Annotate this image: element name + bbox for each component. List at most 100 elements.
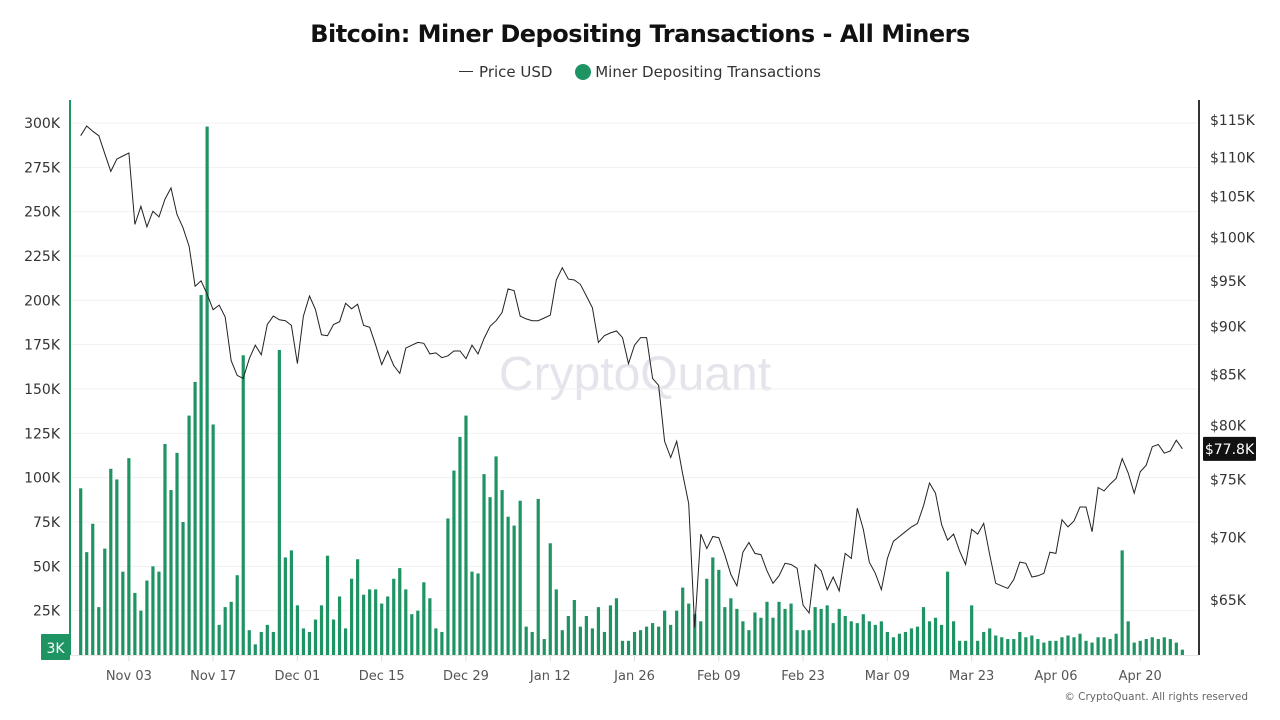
bar-jan-20 xyxy=(596,607,601,655)
bar-dec-20 xyxy=(410,614,414,655)
bar-jan-29 xyxy=(651,623,655,655)
bar-apr-06 xyxy=(1054,640,1058,655)
bar-mar-13 xyxy=(909,628,914,655)
bar-mar-26 xyxy=(988,628,992,655)
bar-jan-15 xyxy=(566,615,570,655)
bar-jan-10 xyxy=(536,498,540,655)
bar-apr-05 xyxy=(1048,640,1052,655)
bar-nov-26 xyxy=(265,624,269,655)
left-axis-tick-label: 200K xyxy=(24,293,61,309)
left-axis-tick-label: 50K xyxy=(33,559,61,575)
bar-mar-16 xyxy=(927,621,932,655)
bar-mar-17 xyxy=(933,617,938,655)
bar-feb-27 xyxy=(825,605,829,655)
bar-apr-16 xyxy=(1114,633,1118,655)
right-axis-tick-label: $90K xyxy=(1210,319,1247,335)
bar-dec-23 xyxy=(428,598,432,655)
bar-nov-17 xyxy=(211,424,215,655)
bar-nov-22 xyxy=(241,355,245,655)
bar-jan-19 xyxy=(590,628,594,655)
bar-dec-13 xyxy=(368,589,372,655)
bar-feb-14 xyxy=(747,630,751,655)
bar-mar-03 xyxy=(849,621,853,655)
bar-mar-29 xyxy=(1006,639,1010,655)
bar-apr-19 xyxy=(1132,642,1136,655)
bar-apr-03 xyxy=(1036,639,1040,655)
left-axis-tick-label: 225K xyxy=(24,249,61,265)
bar-mar-27 xyxy=(994,635,998,655)
current-transactions-label: 3K xyxy=(46,641,65,657)
bar-oct-28 xyxy=(91,523,95,655)
bar-mar-19 xyxy=(945,571,950,655)
bar-dec-08 xyxy=(337,596,342,655)
bar-jan-21 xyxy=(602,631,607,655)
legend-item-price[interactable]: Price USD xyxy=(479,62,553,81)
bar-nov-04 xyxy=(133,592,137,655)
bar-nov-08 xyxy=(157,571,161,655)
watermark: CryptoQuant xyxy=(499,348,771,401)
bar-dec-01 xyxy=(295,605,300,655)
left-axis-tick-label: 275K xyxy=(24,160,61,176)
bar-dec-16 xyxy=(386,596,390,655)
bar-apr-08 xyxy=(1066,635,1070,655)
bar-mar-06 xyxy=(867,621,871,655)
right-axis-tick-label: $65K xyxy=(1210,593,1247,609)
bar-nov-20 xyxy=(229,601,233,655)
copyright-footer: © CryptoQuant. All rights reserved xyxy=(1064,691,1248,703)
bar-nov-05 xyxy=(139,610,143,655)
bar-mar-11 xyxy=(897,633,902,655)
bar-apr-21 xyxy=(1144,639,1148,655)
bar-dec-14 xyxy=(374,589,378,655)
bar-feb-28 xyxy=(831,623,835,655)
bar-feb-23 xyxy=(801,630,805,655)
bar-dec-24 xyxy=(434,628,438,655)
bar-feb-15 xyxy=(753,612,757,655)
right-axis-tick-label: $80K xyxy=(1210,418,1247,434)
bar-feb-22 xyxy=(795,630,799,655)
bar-mar-24 xyxy=(976,640,980,655)
bar-feb-25 xyxy=(813,607,817,655)
bar-dec-04 xyxy=(313,619,318,655)
left-axis-tick-label: 25K xyxy=(33,604,61,620)
right-axis-tick-label: $110K xyxy=(1210,151,1256,167)
bar-mar-23 xyxy=(970,605,974,655)
right-axis-tick-label: $85K xyxy=(1210,367,1247,383)
bar-nov-25 xyxy=(259,631,263,655)
bar-mar-08 xyxy=(879,621,883,655)
bar-mar-14 xyxy=(915,626,920,655)
bar-mar-20 xyxy=(952,621,956,655)
bar-dec-25 xyxy=(440,631,444,655)
x-axis-tick-label: Apr 06 xyxy=(1034,669,1077,684)
right-axis-tick-label: $75K xyxy=(1210,473,1247,489)
bar-apr-18 xyxy=(1126,621,1130,655)
bar-feb-12 xyxy=(735,608,739,655)
bar-mar-02 xyxy=(843,615,847,655)
bar-feb-11 xyxy=(729,598,733,655)
bar-jan-23 xyxy=(614,598,619,655)
bar-nov-11 xyxy=(175,452,179,655)
legend-dot-marker xyxy=(575,63,592,80)
x-axis-tick-label: Mar 09 xyxy=(865,669,910,684)
bar-dec-22 xyxy=(422,582,426,655)
x-axis-tick-label: Feb 09 xyxy=(697,669,741,684)
x-axis-tick-label: Nov 17 xyxy=(190,669,236,684)
x-axis-tick-label: Feb 23 xyxy=(781,669,825,684)
bar-jan-25 xyxy=(626,640,631,655)
bar-dec-12 xyxy=(362,594,366,655)
legend-line-marker xyxy=(459,71,474,72)
legend-item-transactions[interactable]: Miner Depositing Transactions xyxy=(595,62,821,81)
bar-nov-30 xyxy=(289,550,293,655)
bar-apr-15 xyxy=(1108,639,1112,655)
x-axis-tick-label: Dec 01 xyxy=(274,669,320,684)
bar-mar-07 xyxy=(873,624,877,655)
bar-nov-02 xyxy=(121,571,125,655)
bar-nov-07 xyxy=(151,566,155,655)
bar-apr-10 xyxy=(1078,633,1082,655)
bar-apr-12 xyxy=(1090,642,1094,655)
bar-nov-27 xyxy=(271,631,275,655)
bar-nov-18 xyxy=(217,624,221,655)
bar-feb-19 xyxy=(777,601,781,655)
bar-oct-31 xyxy=(109,468,113,655)
bar-feb-21 xyxy=(789,603,793,655)
bar-nov-03 xyxy=(127,458,131,655)
